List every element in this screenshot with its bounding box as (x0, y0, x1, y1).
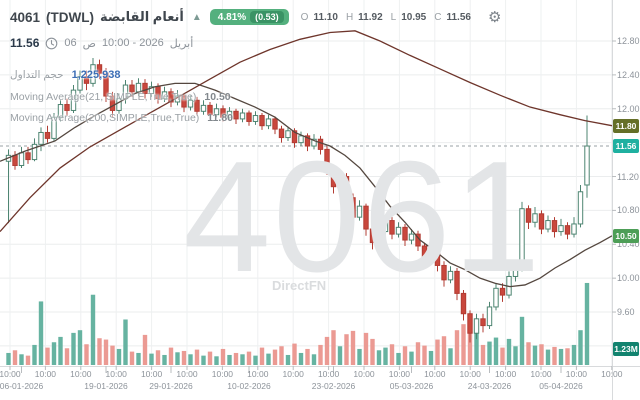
ma200-line (0, 30, 613, 233)
price-badge: 11.80 (613, 118, 639, 133)
ma21-value: 10.50 (204, 91, 231, 103)
ma21-legend: Moving Average(21, SIMPLE,True,True) 10.… (10, 91, 231, 103)
price-badge: 1.23M (613, 342, 639, 356)
price-axis-label: 12.00 (617, 103, 640, 114)
price-axis-label: 9.60 (617, 307, 635, 318)
settings-gear-icon[interactable]: ⚙ (487, 8, 502, 26)
chart-header: 4061 (TDWL) أنعام القابضة ▲ 4.81% (0.53)… (10, 9, 501, 25)
clock-icon (46, 37, 58, 49)
price-axis-label: 10.40 (617, 239, 640, 250)
trade-time-year: 10:00 - 2026 (101, 37, 164, 49)
volume-legend: حجم التداول 1,225,938 (10, 69, 121, 81)
symbol-watermark: 4061 (183, 129, 543, 305)
company-name: أنعام القابضة (100, 9, 184, 24)
market-code: (TDWL) (46, 9, 95, 25)
ohlc-readout: O 11.10 H 11.92 L 10.95 C 11.56 (300, 11, 471, 23)
ma21-label: Moving Average(21, SIMPLE,True,True) (10, 91, 197, 103)
price-badge: 11.56 (613, 139, 639, 154)
price-axis-label: 10.00 (617, 273, 640, 284)
price-badge: 10.50 (613, 228, 639, 243)
price-axis[interactable]: 12.80 12.40 12.00 11.20 10.80 10.40 10.00 9.60 1… (612, 0, 640, 400)
ma200-value: 11.80 (207, 112, 233, 124)
price-axis-label: 12.40 (617, 69, 640, 80)
ticker-symbol: 4061 (10, 9, 41, 25)
trade-month: أبريل (169, 37, 194, 50)
volume-bars-layer (6, 282, 590, 365)
price-axis-label: 10.80 (617, 205, 640, 216)
trade-day: 06 (64, 37, 77, 49)
directfn-watermark: DirectFN (272, 278, 327, 293)
ma200-legend: Moving Average(200,SIMPLE,True,True) 11.… (10, 112, 233, 124)
volume-value: 1,225,938 (71, 69, 121, 81)
last-trade-info: 11.56 06 ص 10:00 - 2026 أبريل (10, 36, 193, 50)
change-absolute: (0.53) (250, 11, 284, 23)
change-badge: 4.81% (0.53) (209, 9, 289, 25)
volume-label: حجم التداول (10, 69, 64, 81)
price-axis-label: 12.80 (617, 36, 640, 46)
gridlines-layer (0, 0, 613, 366)
ma21-line (0, 82, 613, 288)
price-up-triangle-icon: ▲ (191, 11, 202, 23)
trade-am-pm: ص (82, 37, 96, 50)
price-axis-label: 11.20 (617, 171, 639, 182)
ma200-label: Moving Average(200,SIMPLE,True,True) (10, 112, 200, 124)
change-percent: 4.81% (217, 11, 247, 23)
last-price: 11.56 (10, 36, 40, 50)
